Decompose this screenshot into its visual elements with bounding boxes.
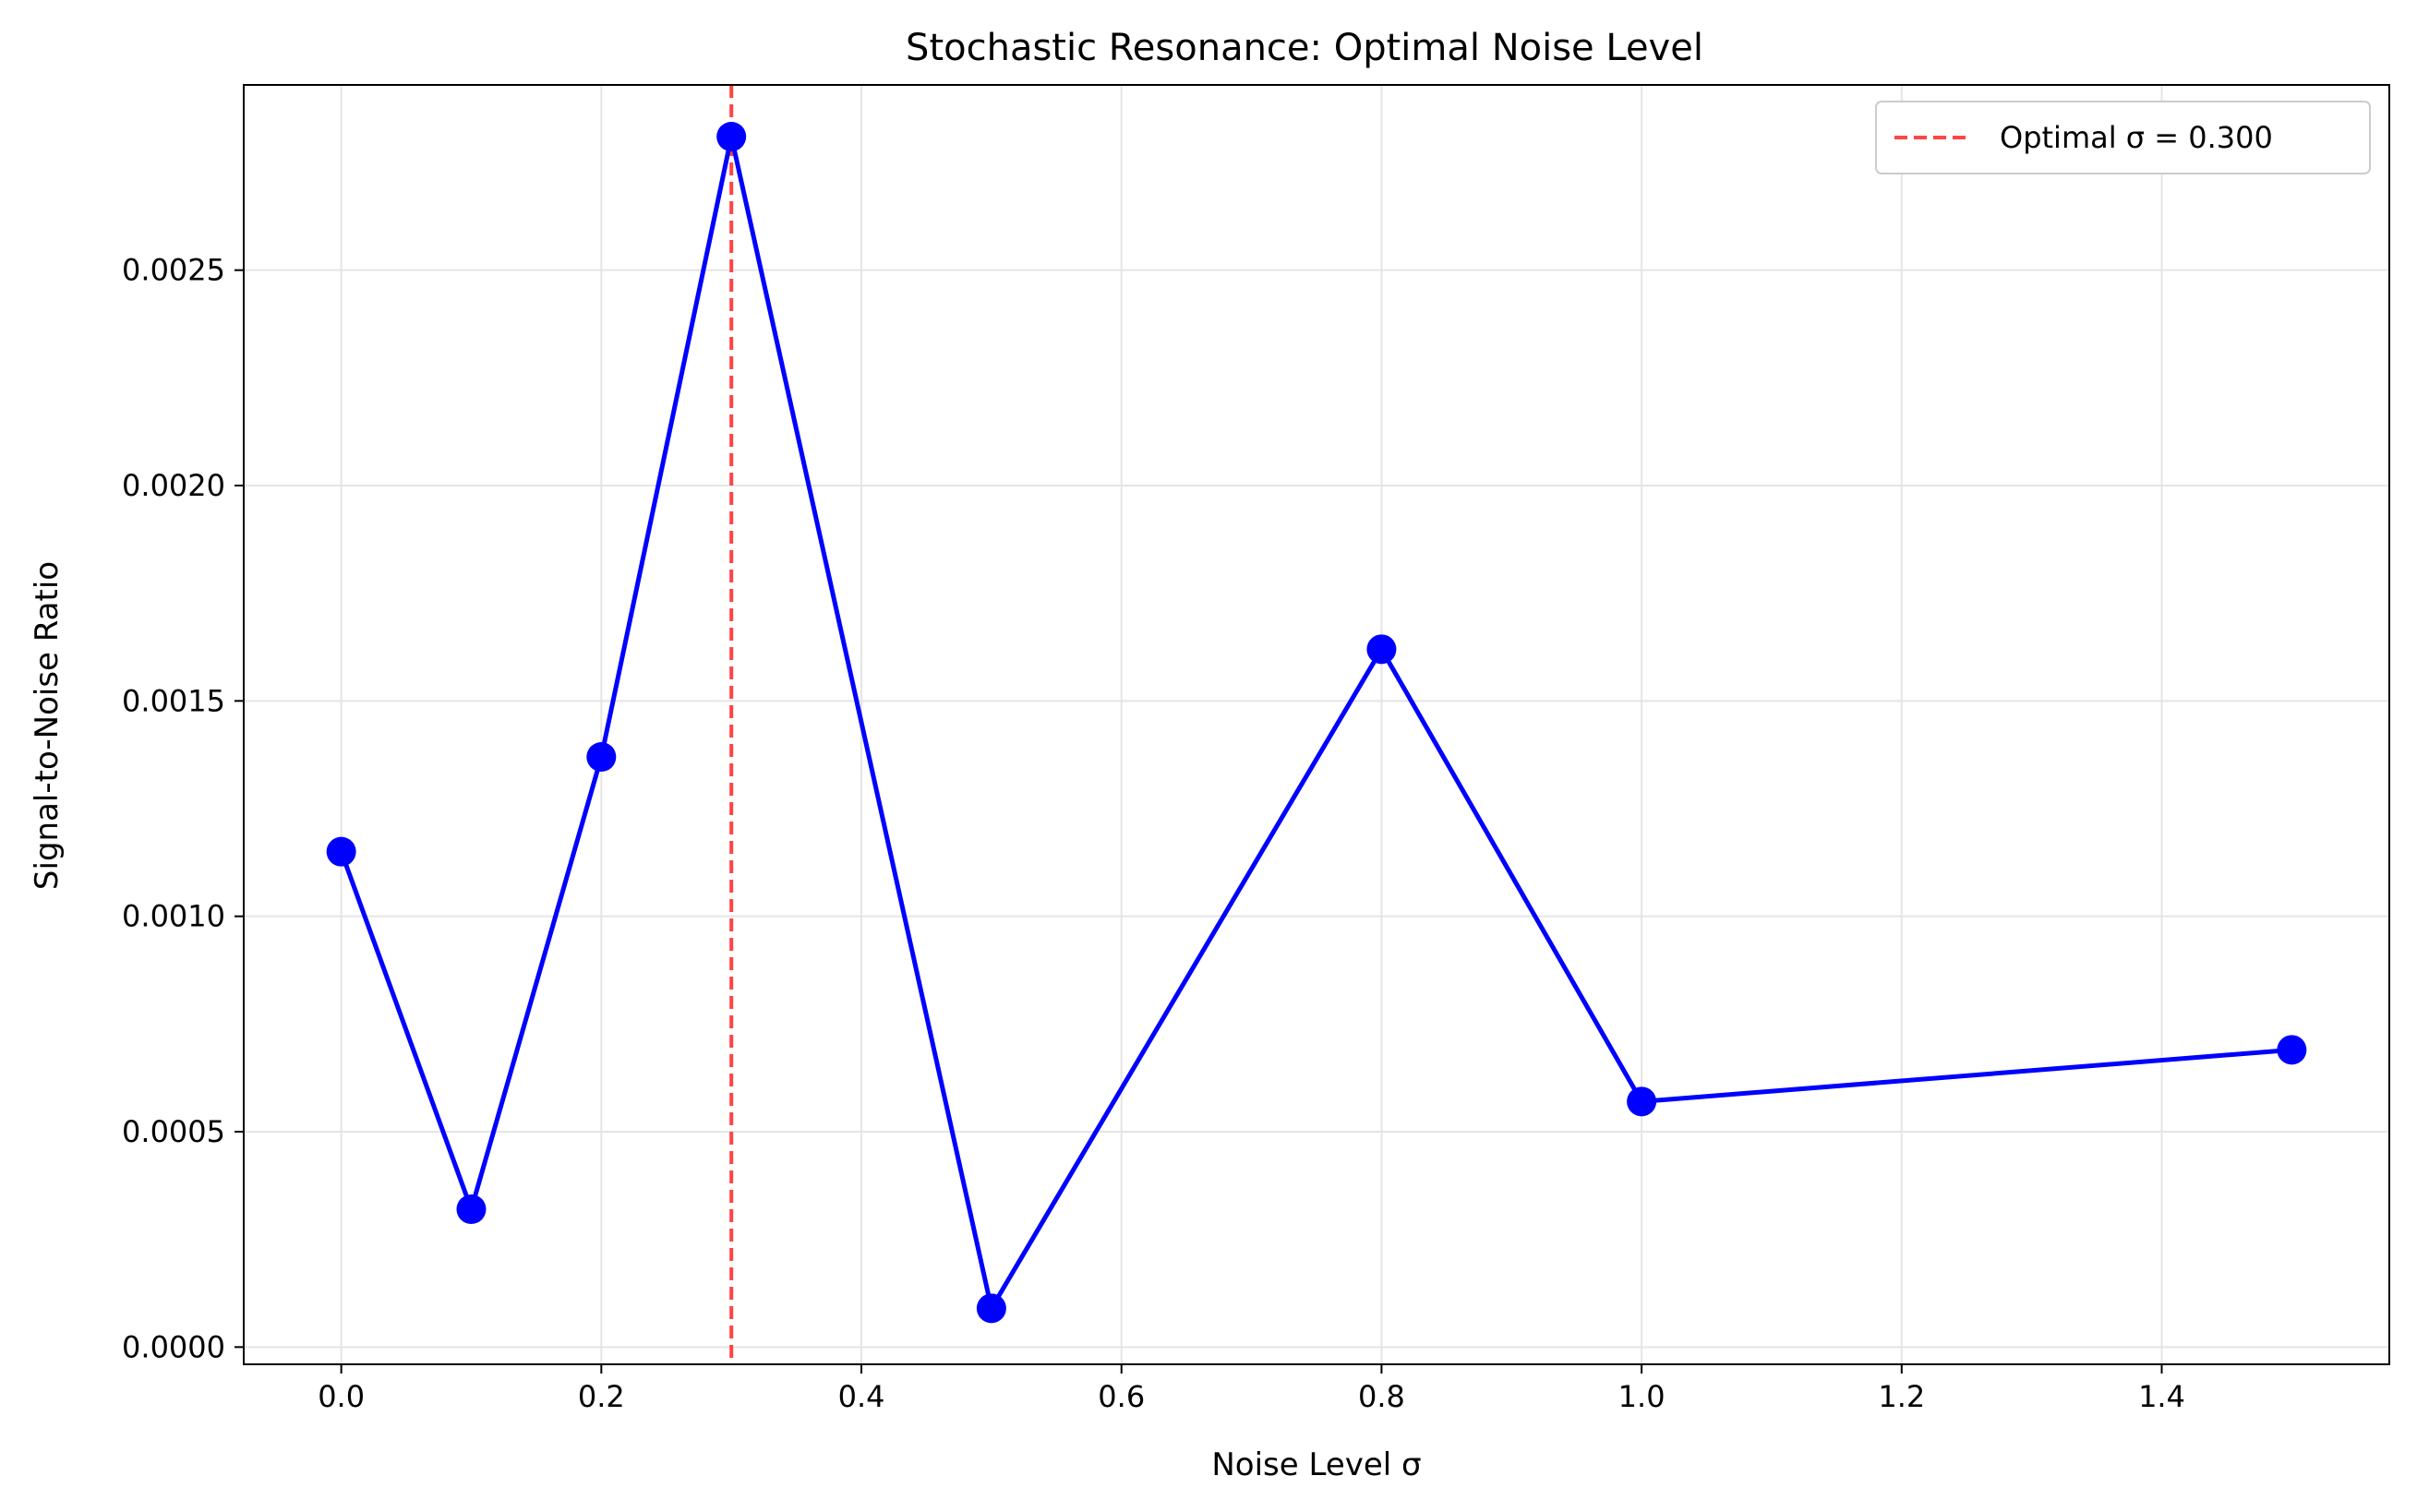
- legend-frame: [1875, 101, 2371, 174]
- data-point: [456, 1194, 487, 1224]
- x-tick-label: 0.2: [578, 1379, 625, 1414]
- data-point: [2277, 1035, 2307, 1065]
- snr-line: [339, 134, 2292, 1311]
- x-tick-label: 0.6: [1098, 1379, 1145, 1414]
- data-point: [1627, 1086, 1657, 1117]
- y-tick-label: 0.0015: [122, 683, 225, 718]
- x-tick-label: 1.4: [2138, 1379, 2185, 1414]
- chart-title: Stochastic Resonance: Optimal Noise Leve…: [906, 27, 1703, 69]
- y-tick-label: 0.0020: [122, 468, 225, 503]
- y-tick-label: 0.0010: [122, 899, 225, 934]
- x-tick-label: 0.4: [838, 1379, 885, 1414]
- data-point: [586, 742, 617, 772]
- data-point: [326, 836, 356, 867]
- y-tick-label: 0.0005: [122, 1114, 225, 1149]
- data-point: [976, 1293, 1006, 1324]
- axes: 0.0 0.2 0.4 0.6 0.8 1.0 1.2 1.4 0.0000 0.0005 0.00…: [122, 84, 2390, 1414]
- data-point: [1366, 634, 1397, 665]
- y-tick-label: 0.0000: [122, 1329, 225, 1364]
- snr-series: [326, 122, 2307, 1324]
- x-tick-label: 1.2: [1878, 1379, 1925, 1414]
- grid: [244, 85, 2389, 1364]
- x-tick-label: 0.0: [318, 1379, 365, 1414]
- x-axis-title: Noise Level σ: [1211, 1446, 1421, 1483]
- plot-frame: [243, 84, 2390, 1365]
- y-axis-title: Signal-to-Noise Ratio: [29, 561, 66, 890]
- data-point: [716, 122, 747, 151]
- legend: Optimal σ = 0.300: [1875, 101, 2371, 174]
- x-tick-label: 1.0: [1618, 1379, 1665, 1414]
- y-tick-label: 0.0025: [122, 253, 225, 288]
- x-tick-label: 0.8: [1358, 1379, 1405, 1414]
- legend-label: Optimal σ = 0.300: [2000, 120, 2273, 155]
